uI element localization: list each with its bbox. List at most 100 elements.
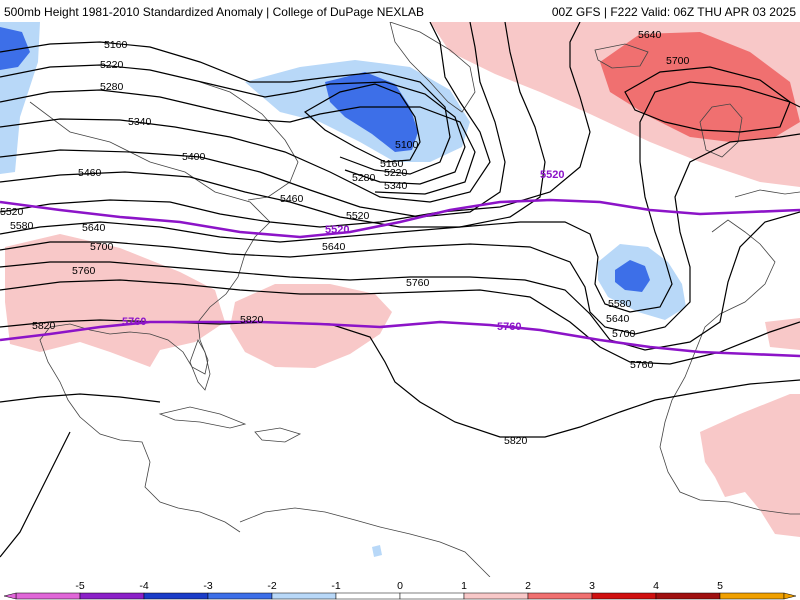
colorbar-tick-neg-1: -1 [331, 580, 340, 592]
contour-5340 [0, 22, 491, 203]
label-5280-low: 5280 [352, 172, 376, 184]
label-5640-iceland: 5640 [638, 29, 662, 41]
label-5640-west: 5640 [82, 222, 106, 234]
coastline-british-isles [699, 103, 743, 158]
colorbar-tick-pos-5: 5 [717, 580, 723, 592]
label-5520-central: 5520 [346, 210, 370, 222]
colorbar-right-arrow [783, 592, 797, 600]
label-5640-cutoff: 5640 [606, 313, 630, 325]
label-5700-west: 5700 [90, 241, 114, 253]
anomaly-pos1-atlantic-ridge [230, 284, 392, 368]
contour-5880-south [0, 393, 161, 403]
colorbar-tick-pos-3: 3 [589, 580, 595, 592]
contour-5220 [0, 64, 466, 185]
label-5220-low: 5220 [384, 167, 408, 179]
colorbar-segments [3, 592, 797, 600]
anomaly-pos1-west-africa-north [765, 318, 800, 350]
anomaly-map: 5160 5220 5280 5340 5400 5460 5460 5520 … [0, 22, 800, 577]
colorbar-tick-pos-4: 4 [653, 580, 659, 592]
label-5820-west: 5820 [32, 320, 56, 332]
climo-label-5520-central: 5520 [325, 224, 349, 236]
anomaly-neg2-northwest [0, 27, 30, 70]
colorbar-tick-neg-3: -3 [203, 580, 212, 592]
coastline-labrador [199, 81, 299, 201]
label-5400-west: 5400 [182, 151, 206, 163]
coastline-iceland [594, 43, 649, 69]
colorbar-tick-pos-2: 2 [525, 580, 531, 592]
label-5340-low: 5340 [384, 180, 408, 192]
contour-5160 [0, 41, 451, 175]
climo-label-5760-central: 5760 [497, 321, 521, 333]
coastlines [29, 22, 800, 577]
colorbar-tick-neg-2: -2 [267, 580, 276, 592]
anomaly-colorbar: -5 -4 -3 -2 -1 0 1 2 3 4 5 [3, 580, 797, 600]
contour-5700-north [624, 66, 791, 133]
climatology-contour-labels: 5520 5520 5760 5760 [122, 169, 564, 333]
model-valid-time: 00Z GFS | F222 Valid: 06Z THU APR 03 202… [551, 5, 796, 19]
label-5760-east: 5760 [630, 359, 654, 371]
climatology-contours [0, 198, 800, 358]
colorbar-segment-neg-1 [271, 592, 337, 600]
coastline-north-america-east [29, 101, 271, 533]
colorbar-segment-neg-4 [79, 592, 145, 600]
colorbar-segment-zero-low [335, 592, 401, 600]
colorbar-tick-labels: -5 -4 -3 -2 -1 0 1 2 3 4 5 [75, 580, 723, 592]
contour-5280 [0, 89, 476, 195]
label-5820-east: 5820 [504, 435, 528, 447]
contour-5580 [0, 81, 800, 313]
label-5280-nw: 5280 [100, 81, 124, 93]
anomaly-pos1-west-africa [700, 394, 800, 537]
colorbar-tick-neg-4: -4 [139, 580, 148, 592]
label-5460-central: 5460 [280, 193, 304, 205]
colorbar-segment-neg-5 [15, 592, 81, 600]
climo-5760-contour [0, 320, 800, 358]
coastline-florida [189, 339, 211, 391]
label-5100-low: 5100 [395, 139, 419, 151]
contour-5700 [0, 211, 800, 351]
coastline-iberia-africa [659, 189, 800, 515]
colorbar-segment-pos-1 [463, 592, 529, 600]
contour-5760 [0, 279, 800, 365]
height-contour-labels: 5160 5220 5280 5340 5400 5460 5460 5520 … [0, 29, 690, 447]
positive-anomaly-shading [5, 22, 800, 537]
colorbar-segment-pos-4 [655, 592, 721, 600]
climo-label-5760-west: 5760 [122, 316, 146, 328]
colorbar-segment-zero-high [399, 592, 465, 600]
colorbar-segment-neg-3 [143, 592, 209, 600]
label-5760-central: 5760 [406, 277, 430, 289]
label-5520-west: 5520 [0, 206, 24, 218]
colorbar-segment-neg-2 [207, 592, 273, 600]
coastline-hispaniola [254, 427, 302, 443]
map-header: 500mb Height 1981-2010 Standardized Anom… [0, 0, 800, 22]
contour-5460 [0, 22, 546, 228]
product-title: 500mb Height 1981-2010 Standardized Anom… [4, 5, 425, 19]
coastline-south-america [239, 507, 491, 577]
contour-5100 [303, 83, 421, 163]
contour-5640 [0, 133, 800, 335]
anomaly-neg2-atlantic-cutoff [615, 260, 650, 292]
label-5340-west: 5340 [128, 116, 152, 128]
label-5640-central: 5640 [322, 241, 346, 253]
label-5460-west: 5460 [78, 167, 102, 179]
label-5160-low: 5160 [380, 158, 404, 170]
label-5760-west: 5760 [72, 265, 96, 277]
colorbar-segment-pos-3 [591, 592, 657, 600]
label-5580-west: 5580 [10, 220, 34, 232]
colorbar-tick-neg-5: -5 [75, 580, 84, 592]
contour-5820-low [0, 431, 71, 558]
anomaly-neg1-caribbean-speck [372, 545, 382, 557]
label-5700-cutoff: 5700 [612, 328, 636, 340]
colorbar-tick-0: 0 [397, 580, 403, 592]
climo-5520-contour [0, 198, 800, 239]
colorbar-left-arrow [3, 592, 17, 600]
label-5700-europe: 5700 [666, 55, 690, 67]
label-5220-nw: 5220 [100, 59, 124, 71]
label-5820-ridge: 5820 [240, 314, 264, 326]
colorbar-segment-pos-2 [527, 592, 593, 600]
colorbar-segment-pos-5 [719, 592, 785, 600]
colorbar-tick-pos-1: 1 [461, 580, 467, 592]
label-5580-cutoff: 5580 [608, 298, 632, 310]
label-5160-nw: 5160 [104, 39, 128, 51]
climo-label-5520-east: 5520 [540, 169, 564, 181]
coastline-cuba [158, 406, 247, 429]
